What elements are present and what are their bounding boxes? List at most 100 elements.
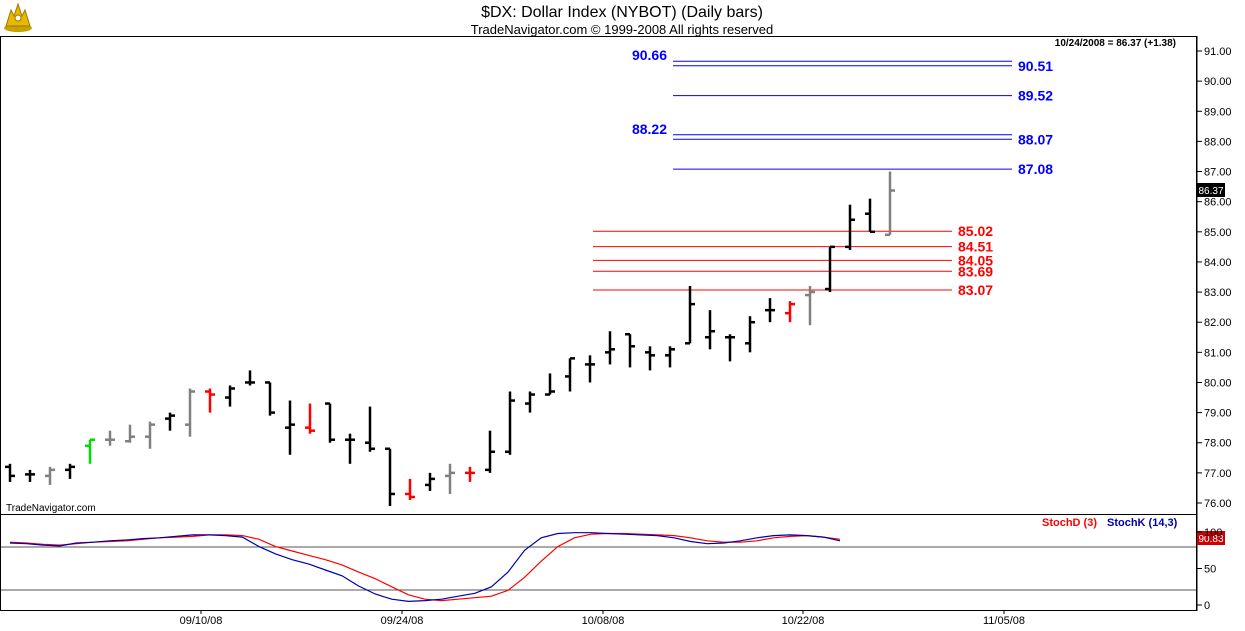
x-tick-label: 11/05/08 bbox=[983, 615, 1025, 627]
y-tick-label: 85.00 bbox=[1204, 227, 1232, 239]
y-tick-label: 76.00 bbox=[1204, 498, 1232, 510]
price-bar bbox=[505, 391, 515, 455]
price-bar bbox=[225, 385, 235, 407]
price-bar bbox=[725, 334, 735, 362]
price-bar bbox=[205, 388, 215, 413]
y-tick-label: 81.00 bbox=[1204, 347, 1232, 359]
price-bar bbox=[565, 357, 575, 392]
price-bar bbox=[185, 388, 195, 437]
price-bar bbox=[845, 204, 855, 250]
y-tick-label: 83.00 bbox=[1204, 287, 1232, 299]
price-bar bbox=[805, 286, 815, 326]
price-level-label: 90.66 bbox=[632, 47, 667, 63]
stochd-legend: StochD (3) bbox=[1042, 517, 1097, 529]
price-bar bbox=[585, 355, 595, 383]
stoch-y-tick-label: 50 bbox=[1204, 564, 1216, 576]
x-tick-label: 09/10/08 bbox=[180, 615, 223, 627]
stoch-last-value: 90.83 bbox=[1198, 534, 1223, 545]
price-bar bbox=[305, 403, 315, 434]
x-tick-label: 09/24/08 bbox=[381, 615, 424, 627]
watermark-label: TradeNavigator.com bbox=[6, 503, 96, 514]
price-level-label: 88.07 bbox=[1018, 131, 1053, 147]
price-level-label: 87.08 bbox=[1018, 161, 1053, 177]
price-bar bbox=[605, 331, 615, 365]
y-tick-label: 78.00 bbox=[1204, 438, 1232, 450]
price-bar bbox=[85, 438, 95, 464]
price-bars bbox=[5, 171, 895, 507]
y-tick-label: 77.00 bbox=[1204, 468, 1232, 480]
price-bar bbox=[345, 433, 355, 464]
stochk-legend: StochK (14,3) bbox=[1107, 517, 1178, 529]
y-tick-label: 86.00 bbox=[1204, 197, 1232, 209]
price-bar bbox=[465, 466, 475, 482]
last-quote-label: 10/24/2008 = 86.37 (+1.38) bbox=[1055, 38, 1176, 49]
price-bar bbox=[105, 430, 115, 446]
stochk-line bbox=[9, 532, 841, 603]
price-bar bbox=[745, 316, 755, 353]
price-bar bbox=[885, 171, 895, 237]
axis-ticks: 76.00 77.00 78.00 79.00 80.00 81.00 82.00 83.00… bbox=[180, 46, 1232, 627]
price-bar bbox=[865, 198, 875, 234]
x-tick-label: 10/22/08 bbox=[782, 615, 825, 627]
price-level-label: 85.02 bbox=[958, 223, 993, 239]
price-level-label: 90.51 bbox=[1018, 58, 1053, 74]
price-bar bbox=[165, 412, 175, 431]
price-bar bbox=[405, 478, 415, 500]
price-bar bbox=[25, 469, 35, 482]
y-tick-label: 84.00 bbox=[1204, 257, 1232, 269]
y-tick-label: 89.00 bbox=[1204, 106, 1232, 118]
last-price-tag: 86.37 bbox=[1197, 183, 1225, 197]
last-price-value: 86.37 bbox=[1198, 186, 1223, 197]
price-bar bbox=[245, 370, 255, 386]
price-level-label: 84.05 bbox=[958, 252, 993, 268]
price-bar bbox=[625, 333, 635, 368]
indicator-panel-frame bbox=[0, 514, 1197, 611]
stoch-y-tick-label: 100 bbox=[1204, 527, 1222, 539]
price-bar bbox=[325, 402, 335, 443]
chart-subtitle: TradeNavigator.com © 1999-2008 All right… bbox=[471, 22, 773, 37]
y-tick-label: 91.00 bbox=[1204, 46, 1232, 58]
y-tick-label: 79.00 bbox=[1204, 408, 1232, 420]
price-bar bbox=[785, 301, 795, 323]
price-level-label: 89.52 bbox=[1018, 88, 1053, 104]
chart-title: $DX: Dollar Index (NYBOT) (Daily bars) bbox=[481, 4, 763, 21]
y-tick-label: 90.00 bbox=[1204, 76, 1232, 88]
y-tick-label: 80.00 bbox=[1204, 377, 1232, 389]
price-bar bbox=[285, 400, 295, 455]
price-bar bbox=[385, 447, 395, 507]
price-bar bbox=[665, 346, 675, 368]
stochastic-lines: 0 50 100 bbox=[1, 527, 1222, 612]
price-bar bbox=[65, 463, 75, 479]
y-tick-label: 82.00 bbox=[1204, 317, 1232, 329]
y-tick-label: 87.00 bbox=[1204, 167, 1232, 179]
stoch-y-tick-label: 0 bbox=[1204, 600, 1210, 612]
price-level-label: 83.69 bbox=[958, 263, 993, 279]
price-bar bbox=[265, 381, 275, 416]
price-bar bbox=[685, 286, 695, 345]
price-panel-frame bbox=[0, 36, 1197, 515]
tradenavigator-logo bbox=[4, 2, 32, 32]
price-bar bbox=[485, 430, 495, 473]
price-bar bbox=[545, 373, 555, 396]
price-level-label: 88.22 bbox=[632, 121, 667, 137]
price-bar bbox=[425, 472, 435, 491]
price-bar bbox=[445, 463, 455, 494]
price-bar bbox=[765, 298, 775, 323]
y-tick-label: 88.00 bbox=[1204, 136, 1232, 148]
price-level-label: 84.51 bbox=[958, 239, 993, 255]
price-bar bbox=[825, 245, 835, 293]
price-bar bbox=[145, 421, 155, 449]
price-level-label: 83.07 bbox=[958, 282, 993, 298]
x-tick-label: 10/08/08 bbox=[582, 615, 625, 627]
price-bar bbox=[45, 466, 55, 485]
price-bar bbox=[705, 310, 715, 350]
price-bar bbox=[645, 346, 655, 371]
price-bar bbox=[5, 463, 15, 482]
price-bar bbox=[365, 406, 375, 452]
price-levels: 90.66 90.51 89.52 88.22 88.07 87.08 85.0284.51… bbox=[593, 47, 1053, 298]
price-bar bbox=[525, 391, 535, 413]
stoch-last-tag: 90.83 bbox=[1197, 531, 1225, 545]
price-bar bbox=[125, 424, 135, 443]
